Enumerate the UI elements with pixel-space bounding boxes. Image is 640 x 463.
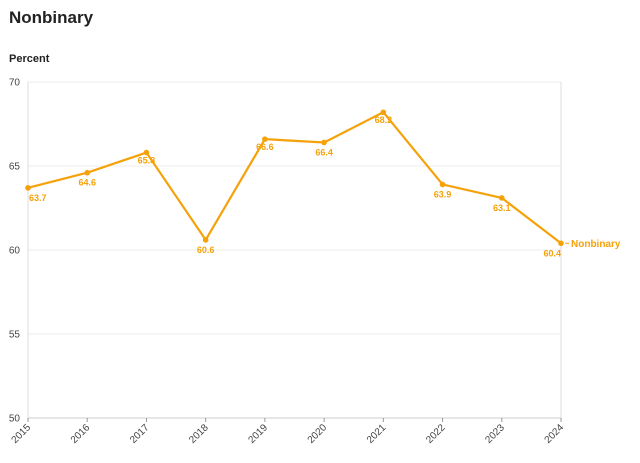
data-label: 68.2 bbox=[375, 115, 393, 125]
x-tick-label: 2021 bbox=[365, 422, 389, 446]
x-tick-label: 2017 bbox=[128, 422, 152, 446]
y-tick-label: 55 bbox=[9, 330, 21, 341]
data-label: 64.6 bbox=[78, 178, 96, 188]
data-point bbox=[25, 185, 31, 191]
data-point bbox=[262, 136, 268, 142]
data-label: 65.8 bbox=[138, 156, 156, 166]
y-tick-label: 65 bbox=[9, 162, 21, 173]
x-tick-label: 2024 bbox=[543, 422, 567, 446]
data-label: 66.6 bbox=[256, 142, 274, 152]
y-tick-labels: 50 55 60 65 70 bbox=[9, 78, 21, 425]
data-point bbox=[143, 149, 150, 156]
data-point bbox=[84, 169, 91, 176]
x-tick-labels: 2015 2016 2017 2018 2019 2020 2021 2022 2023 2024 bbox=[10, 422, 567, 446]
data-labels: 63.7 64.6 65.8 60.6 66.6 66.4 68.2 63.9 63.1 60.4… bbox=[29, 115, 621, 258]
x-tick-label: 2018 bbox=[187, 422, 211, 446]
chart-title: Nonbinary bbox=[9, 8, 94, 27]
data-label: 63.9 bbox=[434, 189, 452, 199]
data-point bbox=[321, 139, 327, 146]
y-tick-label: 70 bbox=[9, 78, 21, 89]
data-point bbox=[380, 109, 387, 116]
series-label: Nonbinary bbox=[571, 239, 621, 250]
series-line bbox=[26, 111, 563, 245]
x-tick-label: 2022 bbox=[424, 422, 448, 446]
data-label: 66.4 bbox=[315, 147, 333, 157]
data-label: 60.6 bbox=[197, 245, 215, 255]
data-points bbox=[25, 109, 564, 247]
y-tick-label: 60 bbox=[9, 246, 21, 257]
y-tick-label: 50 bbox=[9, 414, 21, 425]
data-label: 63.1 bbox=[493, 203, 511, 213]
data-point bbox=[439, 181, 446, 188]
x-tick-label: 2023 bbox=[483, 422, 507, 446]
data-label: 63.7 bbox=[29, 193, 47, 203]
data-point bbox=[202, 237, 209, 243]
data-label: 60.4 bbox=[543, 248, 561, 258]
data-point bbox=[498, 195, 505, 201]
y-axis-label: Percent bbox=[9, 53, 50, 65]
gridlines bbox=[28, 81, 561, 419]
x-tick-label: 2020 bbox=[306, 422, 330, 446]
x-tick-label: 2016 bbox=[69, 422, 93, 446]
x-tick-label: 2019 bbox=[246, 422, 270, 446]
series-lines bbox=[26, 111, 563, 245]
axes bbox=[27, 82, 562, 422]
x-tick-label: 2015 bbox=[10, 422, 34, 446]
data-point bbox=[558, 240, 564, 247]
